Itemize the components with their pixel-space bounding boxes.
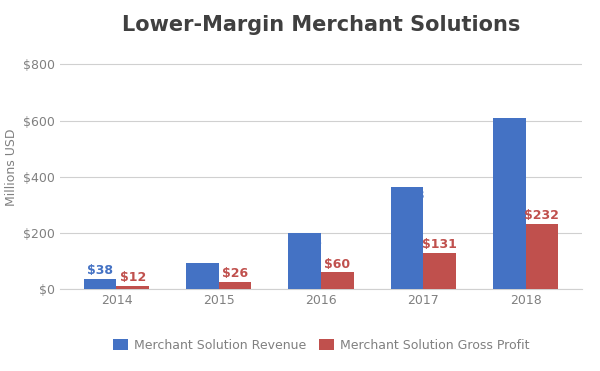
Text: $363: $363 — [389, 188, 424, 201]
Text: $26: $26 — [222, 267, 248, 280]
Bar — [526, 224, 558, 289]
Text: $201: $201 — [287, 234, 322, 247]
Title: Lower-Margin Merchant Solutions: Lower-Margin Merchant Solutions — [122, 14, 520, 35]
Legend: Merchant Solution Revenue, Merchant Solution Gross Profit: Merchant Solution Revenue, Merchant Solu… — [107, 334, 535, 357]
Text: $608: $608 — [492, 120, 527, 133]
Text: $93: $93 — [190, 265, 215, 278]
Text: $38: $38 — [87, 264, 113, 277]
Bar — [391, 187, 423, 289]
Bar — [493, 118, 526, 289]
Text: $232: $232 — [524, 209, 559, 222]
Bar — [321, 272, 354, 289]
Text: $12: $12 — [119, 271, 146, 284]
Bar — [186, 263, 219, 289]
Text: $131: $131 — [422, 238, 457, 251]
Text: $60: $60 — [325, 258, 350, 271]
Bar — [423, 253, 456, 289]
Bar — [116, 286, 149, 289]
Y-axis label: Millions USD: Millions USD — [5, 128, 17, 206]
Bar — [288, 233, 321, 289]
Bar — [219, 282, 251, 289]
Bar — [84, 279, 116, 289]
